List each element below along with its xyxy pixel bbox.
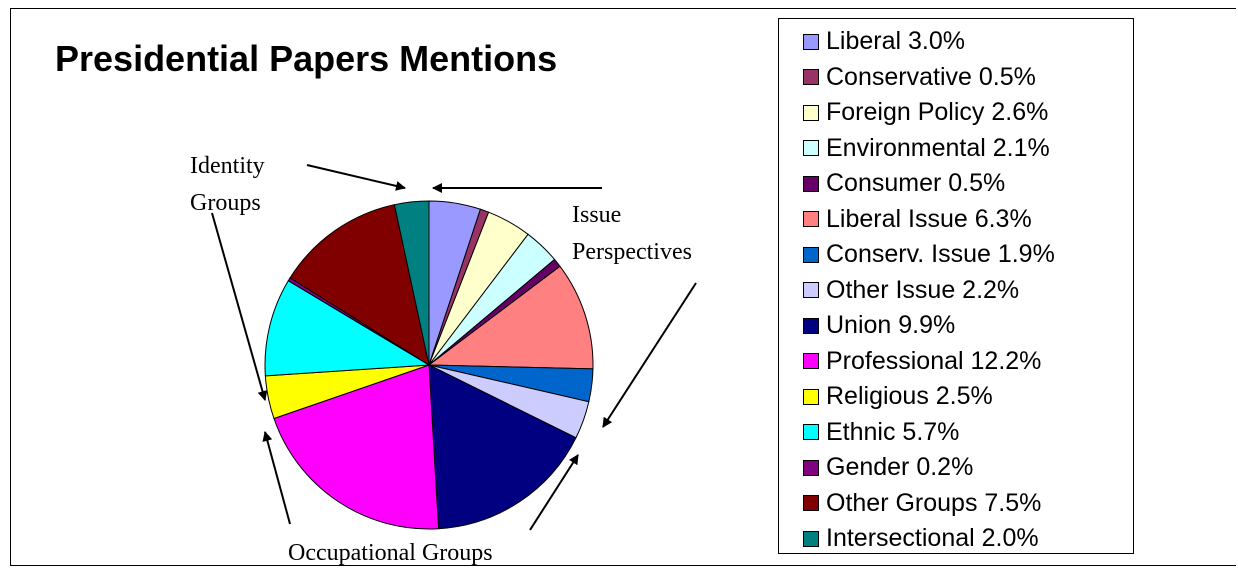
pie-chart: Identity Groups Issue Perspectives Occup… — [190, 153, 697, 566]
arrow-identity-left — [211, 212, 268, 401]
legend-label: Religious 2.5% — [826, 382, 993, 411]
legend-item: Religious 2.5% — [803, 379, 1133, 415]
legend-swatch — [803, 104, 819, 121]
legend-label: Environmental 2.1% — [826, 133, 1050, 162]
legend-swatch — [803, 317, 819, 334]
legend-item: Foreign Policy 2.6% — [803, 95, 1133, 131]
legend-item: Consumer 0.5% — [803, 166, 1133, 202]
legend-label: Foreign Policy 2.6% — [826, 98, 1049, 127]
arrow-identity-top — [306, 164, 406, 191]
pie-slices — [264, 200, 594, 530]
legend-label: Other Issue 2.2% — [826, 275, 1020, 304]
legend-item: Conserv. Issue 1.9% — [803, 237, 1133, 273]
legend-item: Professional 12.2% — [803, 344, 1133, 380]
annotation-occupational: Occupational Groups — [288, 540, 493, 566]
legend-item: Other Groups 7.5% — [803, 486, 1133, 522]
legend-label: Conserv. Issue 1.9% — [826, 240, 1055, 269]
legend-label: Liberal 3.0% — [826, 27, 965, 56]
legend-swatch — [803, 530, 819, 547]
legend-swatch — [803, 388, 819, 405]
legend-label: Other Groups 7.5% — [826, 488, 1042, 517]
chart-legend: Liberal 3.0% Conservative 0.5% Foreign Pol… — [778, 18, 1134, 554]
legend-label: Consumer 0.5% — [826, 169, 1006, 198]
arrow-issue-right — [602, 282, 697, 428]
pie-slice-5 — [427, 265, 594, 370]
annotation-issue-line1: Issue — [572, 202, 621, 228]
legend-label: Conservative 0.5% — [826, 62, 1036, 91]
arrow-occupational-left — [262, 431, 291, 525]
legend-item: Union 9.9% — [803, 308, 1133, 344]
legend-item: Ethnic 5.7% — [803, 415, 1133, 451]
legend-swatch — [803, 175, 819, 192]
legend-item: Other Issue 2.2% — [803, 273, 1133, 309]
legend-item: Conservative 0.5% — [803, 60, 1133, 96]
legend-swatch — [803, 33, 819, 50]
legend-label: Intersectional 2.0% — [826, 524, 1039, 553]
legend-label: Ethnic 5.7% — [826, 417, 960, 446]
legend-swatch — [803, 424, 819, 441]
legend-label: Professional 12.2% — [826, 346, 1042, 375]
legend-swatch — [803, 282, 819, 299]
legend-swatch — [803, 140, 819, 157]
legend-item: Intersectional 2.0% — [803, 521, 1133, 557]
legend-swatch — [803, 211, 819, 228]
pie-slice-8 — [428, 364, 577, 530]
legend-swatch — [803, 353, 819, 370]
legend-item: Gender 0.2% — [803, 450, 1133, 486]
legend-swatch — [803, 459, 819, 476]
pie-slice-14 — [393, 200, 430, 366]
legend-swatch — [803, 69, 819, 86]
legend-swatch — [803, 246, 819, 263]
pie-slice-13 — [289, 204, 430, 367]
legend-label: Liberal Issue 6.3% — [826, 204, 1032, 233]
pie-slice-9 — [273, 364, 440, 530]
legend-item: Liberal 3.0% — [803, 24, 1133, 60]
legend-label: Union 9.9% — [826, 311, 956, 340]
arrow-occupational-right — [529, 454, 579, 531]
pie-slice-11 — [264, 280, 431, 377]
annotation-issue-line2: Perspectives — [572, 239, 692, 265]
annotation-identity-line1: Identity — [190, 153, 265, 179]
legend-swatch — [803, 495, 819, 512]
legend-item: Environmental 2.1% — [803, 131, 1133, 167]
legend-label: Gender 0.2% — [826, 453, 974, 482]
chart-title: Presidential Papers Mentions — [55, 38, 558, 79]
legend-item: Liberal Issue 6.3% — [803, 202, 1133, 238]
annotation-identity-line2: Groups — [190, 190, 261, 216]
